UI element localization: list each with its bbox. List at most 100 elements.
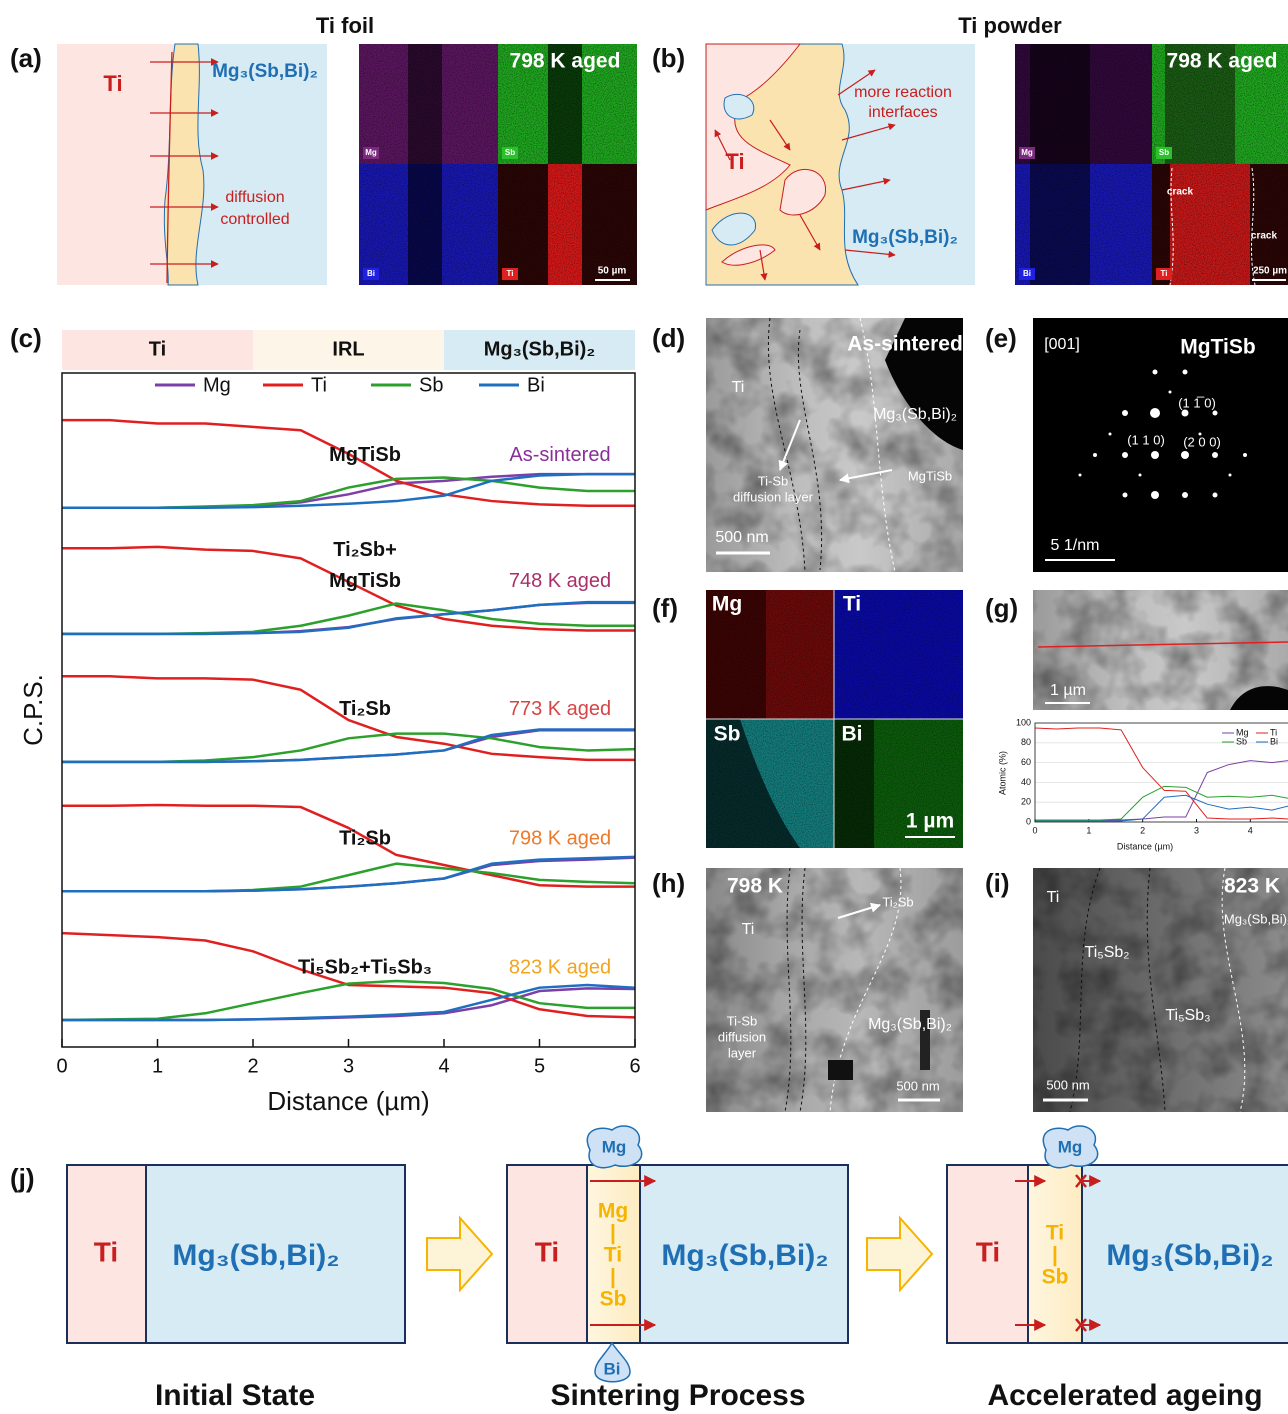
label: controlled — [220, 211, 289, 228]
label: Mg₃(Sb,Bi)₂ — [868, 1016, 952, 1033]
label: 798 K aged — [510, 50, 621, 73]
label: | — [610, 1266, 616, 1289]
label: Initial State — [155, 1379, 315, 1412]
label: MgTiSb — [908, 468, 952, 483]
label: 1 µm — [1050, 682, 1086, 699]
label: Sb — [1042, 1266, 1069, 1289]
label: MgTiSb — [329, 570, 401, 592]
label: (j) — [10, 1163, 35, 1193]
label: 250 µm — [1253, 266, 1287, 277]
label: As-sintered — [509, 444, 610, 466]
label: 2 — [1140, 825, 1145, 835]
label: Ti — [1161, 269, 1168, 278]
label: 1 — [152, 1055, 163, 1077]
label: Bi — [527, 374, 545, 396]
label: 823 K — [1224, 875, 1280, 898]
label: Ti foil — [316, 13, 374, 38]
label: Distance (µm) — [267, 1086, 429, 1116]
label: 50 µm — [598, 266, 627, 277]
label: 4 — [438, 1055, 449, 1077]
series-line — [1035, 761, 1288, 820]
label: (c) — [10, 323, 42, 353]
label: Mg₃(Sb,Bi)₂ — [484, 338, 595, 360]
label: Sb — [714, 723, 741, 746]
label: diffusion layer — [733, 489, 814, 504]
eds-b — [1015, 44, 1288, 285]
label: Ti₂Sb+ — [333, 539, 397, 561]
label: Ti₅Sb₂+Ti₅Sb₃ — [298, 956, 432, 978]
label: Ti-Sb — [758, 473, 789, 488]
label: 823 K aged — [509, 956, 611, 978]
label: Bi — [604, 1359, 621, 1378]
label: [001] — [1044, 336, 1080, 353]
label: 500 nm — [715, 529, 768, 546]
label: Mg — [712, 593, 742, 616]
label: Ti — [535, 1236, 559, 1267]
label: C.P.S. — [18, 674, 48, 746]
label: (2 0 0) — [1183, 434, 1221, 449]
label: Mg₃(Sb,Bi)₂ — [873, 406, 957, 423]
label: 1 — [1086, 825, 1091, 835]
label: Ti — [604, 1244, 622, 1267]
label: (1 1̅ 0) — [1178, 395, 1216, 410]
label: Ti — [843, 593, 861, 616]
figure: Ti foilTi powder(a)(b)(c)(d)(e)(f)(g)(h)… — [0, 0, 1288, 1414]
label: Bi — [1270, 736, 1278, 746]
label: layer — [728, 1045, 757, 1060]
label: 20 — [1021, 797, 1031, 807]
label: more reaction — [854, 84, 952, 101]
label: 5 1/nm — [1051, 537, 1100, 554]
label: (e) — [985, 323, 1017, 353]
label: Mg — [1021, 148, 1033, 157]
label: Ti₂Sb — [339, 828, 391, 850]
label: Ti — [976, 1236, 1000, 1267]
label: Sb — [1159, 148, 1169, 157]
label: 40 — [1021, 777, 1031, 787]
label: (1 1 0) — [1127, 432, 1165, 447]
label: 6 — [629, 1055, 640, 1077]
label: Distance (µm) — [1117, 841, 1173, 851]
label: Sb — [419, 374, 443, 396]
label: 3 — [1194, 825, 1199, 835]
label: Ti — [311, 374, 327, 396]
label: Ti₂Sb — [882, 894, 913, 909]
label: Ti — [507, 269, 514, 278]
label: Mg — [203, 374, 231, 396]
label: MgTiSb — [329, 444, 401, 466]
label: As-sintered — [847, 333, 963, 356]
label: Ti — [103, 71, 122, 96]
label: crack — [1251, 231, 1278, 242]
label: Bi — [367, 269, 375, 278]
label: (h) — [652, 868, 685, 898]
series-line — [1035, 786, 1288, 820]
label: diffusion — [718, 1029, 766, 1044]
label: IRL — [332, 338, 364, 360]
label: 798 K aged — [509, 828, 611, 850]
label: Sb — [1236, 736, 1247, 746]
label: 2 — [247, 1055, 258, 1077]
label: Sb — [505, 148, 515, 157]
label: Mg — [598, 1200, 628, 1223]
label: (i) — [985, 868, 1010, 898]
label: 773 K aged — [509, 698, 611, 720]
label: 80 — [1021, 737, 1031, 747]
label: Mg₃(Sb,Bi)₂ — [661, 1239, 828, 1272]
label: Bi — [842, 723, 863, 746]
label: Mg₃(Sb,Bi)₂ — [212, 61, 318, 82]
label: 60 — [1021, 757, 1031, 767]
label: crack — [1167, 187, 1194, 198]
label: 1 µm — [906, 810, 954, 833]
label: | — [610, 1222, 616, 1245]
schematic-b — [706, 44, 975, 285]
label: Sintering Process — [550, 1379, 805, 1412]
label: 100 — [1016, 717, 1031, 727]
micrograph-i — [1033, 868, 1288, 1112]
label: 748 K aged — [509, 570, 611, 592]
label: Mg — [365, 148, 377, 157]
series-line — [1035, 728, 1288, 819]
label: Bi — [1023, 269, 1031, 278]
label: 3 — [343, 1055, 354, 1077]
label: Ti — [94, 1236, 118, 1267]
micrograph-h — [706, 868, 963, 1112]
label: 0 — [1026, 816, 1031, 826]
